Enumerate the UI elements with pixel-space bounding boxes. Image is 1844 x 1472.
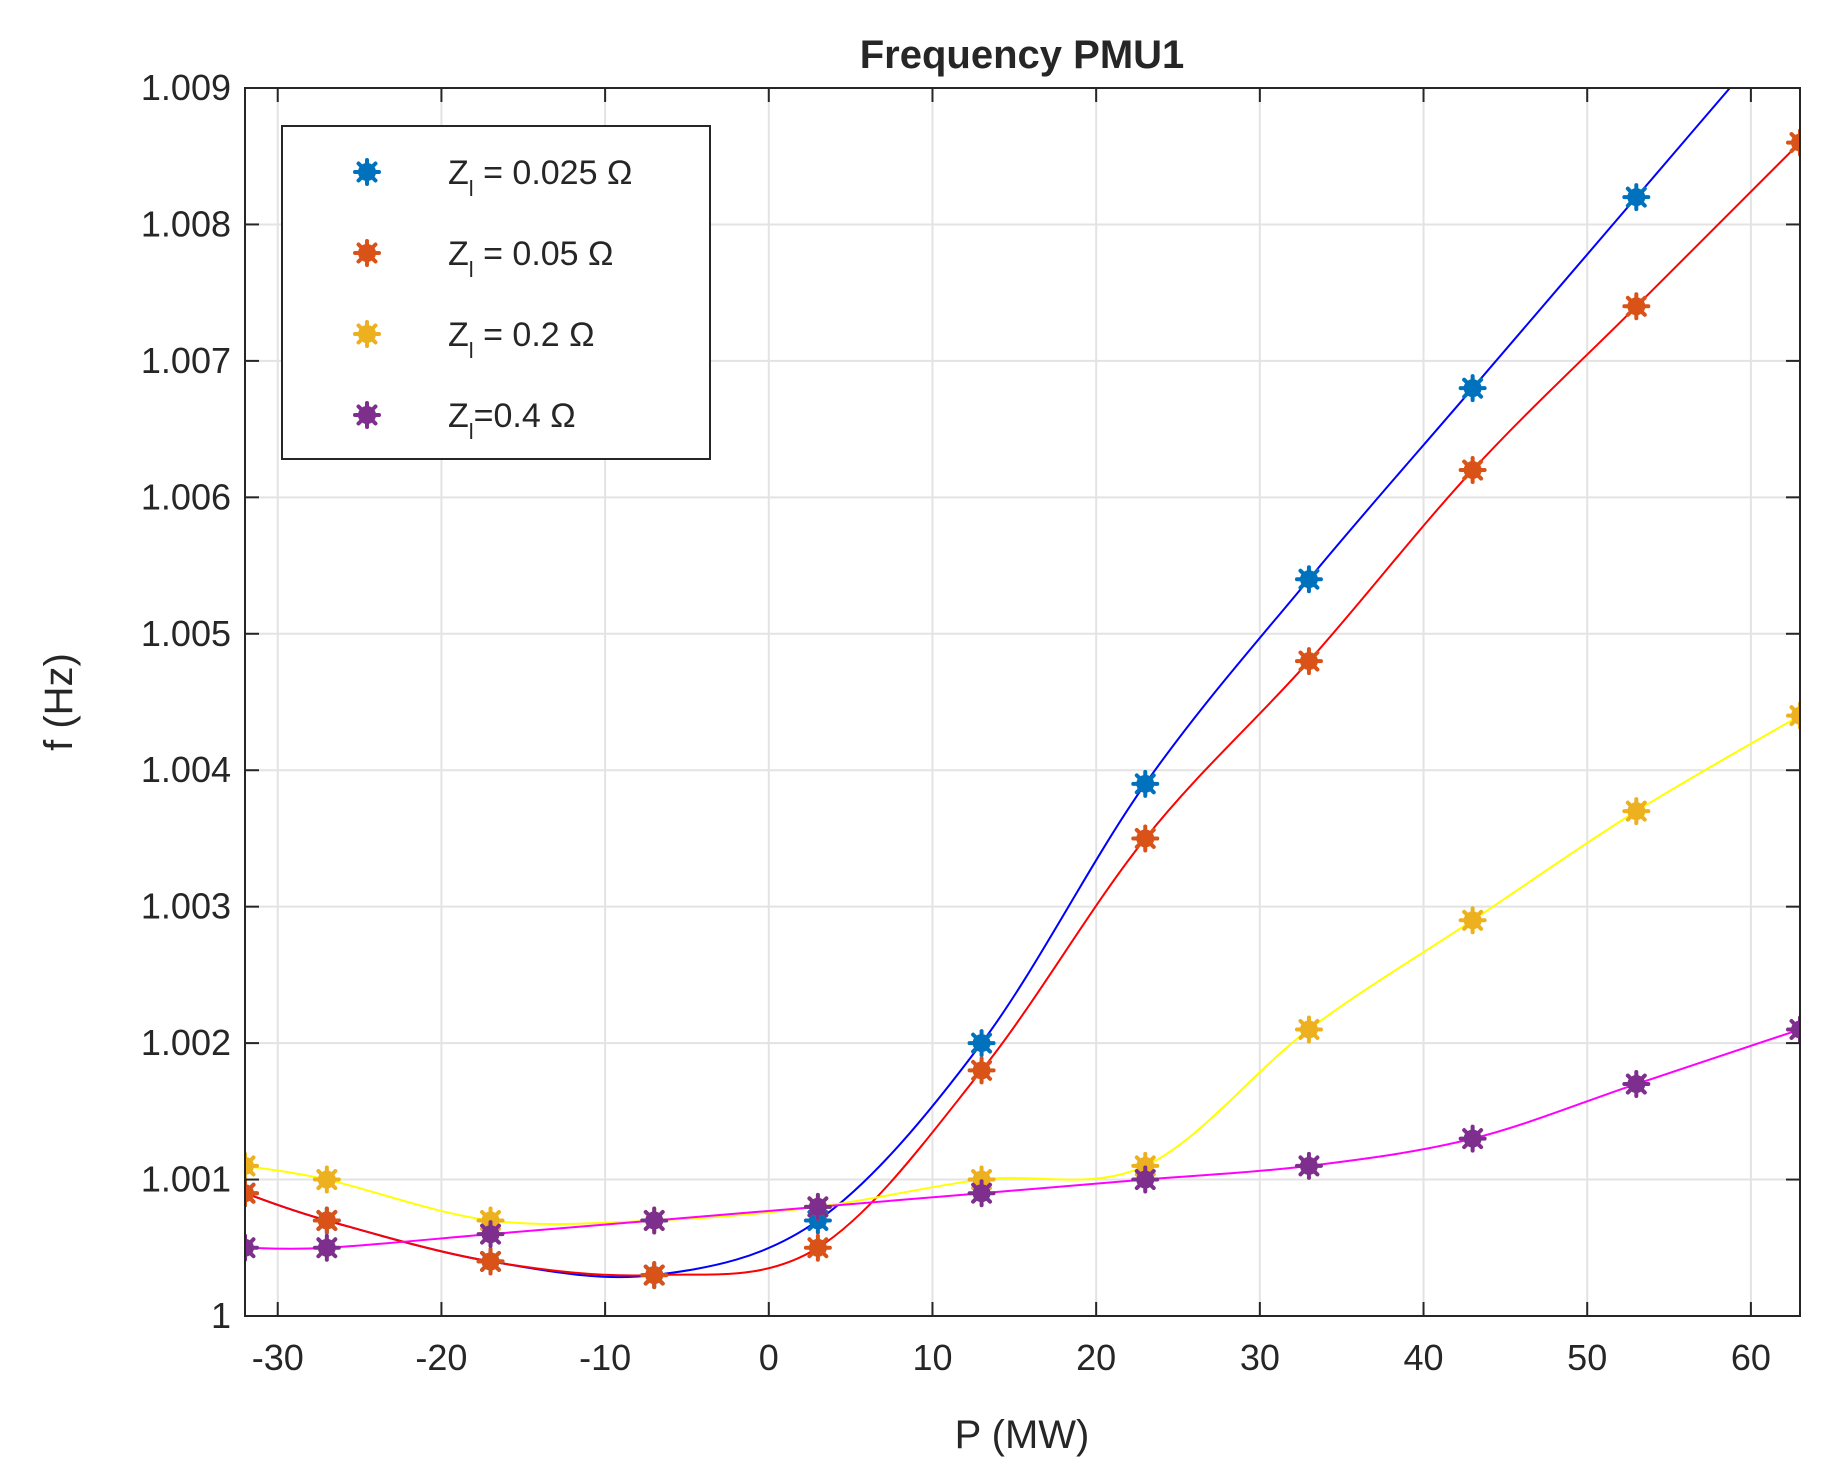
x-tick-label: -10 bbox=[579, 1337, 631, 1378]
x-tick-label: 60 bbox=[1731, 1337, 1771, 1378]
grid-lines bbox=[245, 87, 1800, 1317]
data-point-series-0 bbox=[1622, 183, 1651, 212]
y-tick-label: 1.003 bbox=[141, 886, 231, 927]
data-point-series-0 bbox=[1294, 565, 1323, 594]
legend-label-2: Zl = 0.2 Ω bbox=[448, 316, 595, 363]
legend-marker-3 bbox=[353, 401, 381, 429]
x-tick-label: 0 bbox=[759, 1337, 779, 1378]
data-point-series-3 bbox=[803, 1192, 832, 1221]
data-point-series-1 bbox=[245, 1179, 259, 1208]
data-point-series-1 bbox=[803, 1233, 832, 1262]
x-tick-label: 10 bbox=[912, 1337, 952, 1378]
data-point-series-1 bbox=[476, 1247, 505, 1276]
data-point-series-3 bbox=[476, 1220, 505, 1249]
legend: Zl = 0.025 Ω Zl = 0.05 Ω Zl = 0.2 Ω Zl=0.4 … bbox=[281, 125, 711, 460]
y-tick-label: 1.007 bbox=[141, 340, 231, 381]
data-point-series-1 bbox=[1294, 647, 1323, 676]
data-point-series-0 bbox=[1131, 769, 1160, 798]
data-point-series-1 bbox=[312, 1206, 341, 1235]
data-point-series-0 bbox=[967, 1029, 996, 1058]
x-tick-label: -20 bbox=[415, 1337, 467, 1378]
legend-box bbox=[281, 125, 711, 460]
legend-label-0: Zl = 0.025 Ω bbox=[448, 154, 632, 201]
y-axis-label: f (Hz) bbox=[37, 653, 81, 751]
data-point-series-2 bbox=[1458, 906, 1487, 935]
series-line-3 bbox=[245, 1028, 1800, 1250]
data-point-series-2 bbox=[312, 1165, 341, 1194]
data-point-series-1 bbox=[967, 1056, 996, 1085]
x-tick-label: -30 bbox=[252, 1337, 304, 1378]
data-point-series-3 bbox=[1131, 1165, 1160, 1194]
data-point-series-3 bbox=[312, 1233, 341, 1262]
legend-label-1: Zl = 0.05 Ω bbox=[448, 235, 613, 282]
legend-marker-1 bbox=[353, 239, 381, 267]
data-point-series-1 bbox=[1786, 128, 1800, 157]
y-tick-label: 1.002 bbox=[141, 1022, 231, 1063]
x-tick-label: 20 bbox=[1076, 1337, 1116, 1378]
y-tick-label: 1.004 bbox=[141, 749, 231, 790]
y-tick-label: 1.008 bbox=[141, 203, 231, 244]
y-tick-label: 1.009 bbox=[141, 67, 231, 108]
series-markers bbox=[245, 128, 1800, 1290]
data-point-series-2 bbox=[1786, 701, 1800, 730]
y-tick-label: 1.006 bbox=[141, 476, 231, 517]
data-point-series-2 bbox=[245, 1151, 259, 1180]
data-point-series-3 bbox=[640, 1206, 669, 1235]
data-point-series-2 bbox=[1622, 797, 1651, 826]
data-point-series-0 bbox=[1458, 374, 1487, 403]
data-point-series-1 bbox=[640, 1261, 669, 1290]
x-tick-label: 40 bbox=[1404, 1337, 1444, 1378]
legend-label-3: Zl=0.4 Ω bbox=[448, 397, 576, 444]
data-point-series-3 bbox=[1786, 1015, 1800, 1044]
y-tick-label: 1.001 bbox=[141, 1159, 231, 1200]
chart-title: Frequency PMU1 bbox=[860, 33, 1185, 77]
data-point-series-2 bbox=[1131, 1151, 1160, 1180]
data-point-series-3 bbox=[967, 1179, 996, 1208]
legend-marker-2 bbox=[353, 320, 381, 348]
data-point-series-3 bbox=[1294, 1151, 1323, 1180]
y-tick-label: 1.005 bbox=[141, 613, 231, 654]
y-tick-label: 1 bbox=[211, 1295, 231, 1336]
data-point-series-3 bbox=[245, 1233, 259, 1262]
data-point-series-1 bbox=[1622, 292, 1651, 321]
data-point-series-1 bbox=[1458, 456, 1487, 485]
data-point-series-3 bbox=[1458, 1124, 1487, 1153]
data-point-series-2 bbox=[1294, 1015, 1323, 1044]
x-tick-label: 30 bbox=[1240, 1337, 1280, 1378]
x-tick-label: 50 bbox=[1567, 1337, 1607, 1378]
data-point-series-1 bbox=[1131, 824, 1160, 853]
x-axis-label: P (MW) bbox=[955, 1413, 1090, 1457]
legend-marker-0 bbox=[353, 158, 381, 186]
plot-frame bbox=[244, 87, 1801, 1317]
data-point-series-3 bbox=[1622, 1070, 1651, 1099]
axis-ticks: -30 -20 -10 0 10 20 30 40 50 60 1 1.001 1.002 1.003 1.… bbox=[141, 67, 1800, 1378]
